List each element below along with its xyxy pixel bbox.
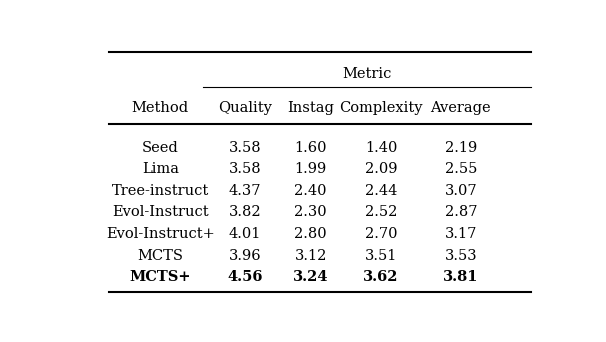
Text: MCTS: MCTS	[138, 249, 183, 263]
Text: 2.09: 2.09	[365, 162, 398, 176]
Text: 3.53: 3.53	[445, 249, 477, 263]
Text: Method: Method	[132, 101, 189, 115]
Text: 2.30: 2.30	[295, 206, 327, 220]
Text: Quality: Quality	[218, 101, 271, 115]
Text: 3.62: 3.62	[363, 270, 399, 284]
Text: 4.37: 4.37	[228, 184, 261, 198]
Text: 3.82: 3.82	[228, 206, 261, 220]
Text: Metric: Metric	[342, 67, 391, 81]
Text: Instag: Instag	[287, 101, 334, 115]
Text: 3.12: 3.12	[295, 249, 327, 263]
Text: 2.70: 2.70	[365, 227, 398, 241]
Text: 2.52: 2.52	[365, 206, 397, 220]
Text: 4.56: 4.56	[227, 270, 262, 284]
Text: 3.17: 3.17	[445, 227, 477, 241]
Text: Evol-Instruct+: Evol-Instruct+	[106, 227, 215, 241]
Text: Evol-Instruct: Evol-Instruct	[112, 206, 208, 220]
Text: 3.24: 3.24	[293, 270, 328, 284]
Text: 1.40: 1.40	[365, 141, 397, 155]
Text: Lima: Lima	[142, 162, 179, 176]
Text: 3.58: 3.58	[228, 162, 261, 176]
Text: 2.55: 2.55	[445, 162, 477, 176]
Text: 2.87: 2.87	[445, 206, 477, 220]
Text: 3.96: 3.96	[228, 249, 261, 263]
Text: 3.07: 3.07	[445, 184, 477, 198]
Text: 4.01: 4.01	[228, 227, 261, 241]
Text: 3.81: 3.81	[443, 270, 479, 284]
Text: 3.51: 3.51	[365, 249, 397, 263]
Text: 2.80: 2.80	[295, 227, 327, 241]
Text: Tree-instruct: Tree-instruct	[112, 184, 209, 198]
Text: 1.99: 1.99	[295, 162, 327, 176]
Text: Complexity: Complexity	[339, 101, 423, 115]
Text: 1.60: 1.60	[295, 141, 327, 155]
Text: Average: Average	[430, 101, 491, 115]
Text: Seed: Seed	[142, 141, 179, 155]
Text: 2.19: 2.19	[445, 141, 477, 155]
Text: 2.44: 2.44	[365, 184, 397, 198]
Text: 3.58: 3.58	[228, 141, 261, 155]
Text: 2.40: 2.40	[295, 184, 327, 198]
Text: MCTS+: MCTS+	[130, 270, 191, 284]
